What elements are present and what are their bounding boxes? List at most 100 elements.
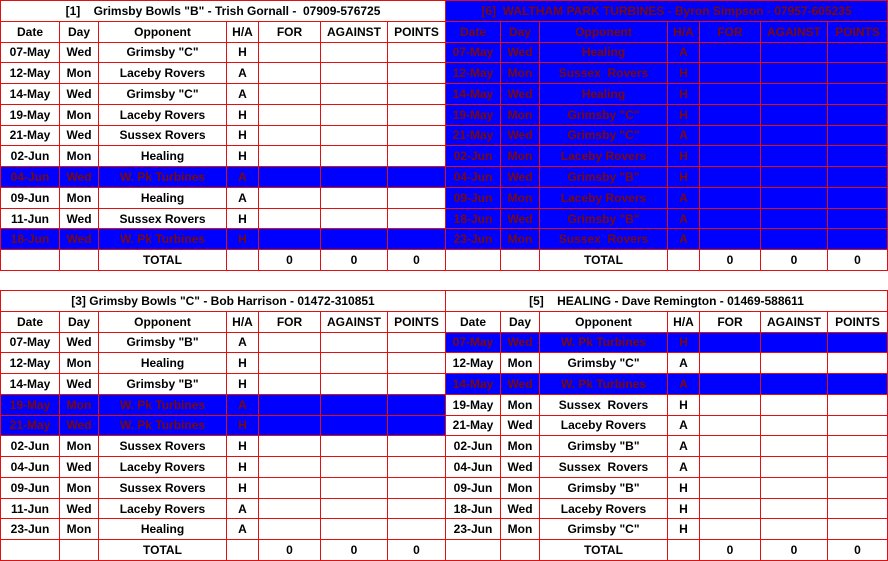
fixture-cell: Grimsby "C" (539, 518, 668, 541)
total-cell: 0 (320, 249, 388, 271)
score-cell (320, 228, 388, 251)
score-cell (827, 518, 888, 541)
score-cell (760, 62, 828, 85)
column-header: AGAINST (320, 20, 388, 43)
score-cell (827, 124, 888, 147)
fixture-cell: H (667, 393, 700, 416)
column-header: FOR (258, 20, 321, 43)
score-cell (827, 414, 888, 437)
column-header: Opponent (539, 20, 668, 43)
fixture-cell: W. Pk Turbines (539, 373, 668, 395)
score-cell (699, 207, 761, 230)
score-cell (760, 414, 828, 437)
score-cell (387, 435, 446, 458)
fixture-cell: H (667, 166, 700, 188)
score-cell (258, 331, 321, 354)
total-cell: TOTAL (98, 539, 227, 561)
fixture-cell: 21-May (0, 124, 60, 147)
fixture-cell: Sussex Rovers (539, 456, 668, 478)
fixture-cell: A (667, 228, 700, 251)
score-cell (827, 497, 888, 520)
column-header: Day (500, 20, 540, 43)
score-cell (699, 83, 761, 105)
empty-cell (59, 539, 99, 561)
fixture-cell: H (667, 518, 700, 541)
fixture-cell: 18-Jun (445, 497, 501, 520)
fixture-cell: A (667, 373, 700, 395)
score-cell (258, 435, 321, 458)
fixture-cell: Grimsby "B" (539, 166, 668, 188)
fixture-cell: Mon (59, 145, 99, 168)
score-cell (760, 186, 828, 209)
total-cell: 0 (760, 539, 828, 561)
score-cell (760, 476, 828, 499)
score-cell (760, 124, 828, 147)
fixture-cell: W. Pk Turbines (98, 228, 227, 251)
total-cell: 0 (760, 249, 828, 271)
score-cell (699, 331, 761, 354)
fixture-cell: 07-May (0, 41, 60, 64)
table-title: [6] WALTHAM PARK TURBINES - Byron Simpso… (445, 0, 888, 22)
fixture-cell: 11-Jun (0, 207, 60, 230)
empty-cell (500, 539, 540, 561)
fixture-cell: 18-Jun (445, 207, 501, 230)
score-cell (760, 518, 828, 541)
fixture-cell: Mon (500, 186, 540, 209)
score-cell (258, 145, 321, 168)
fixture-cell: 21-May (0, 414, 60, 437)
fixture-cell: H (226, 373, 259, 395)
fixture-cell: Wed (59, 456, 99, 478)
fixture-cell: 23-Jun (0, 518, 60, 541)
score-cell (258, 228, 321, 251)
score-cell (827, 228, 888, 251)
fixture-cell: Grimsby "C" (539, 103, 668, 126)
fixture-cell: A (226, 497, 259, 520)
fixture-cell: Grimsby "C" (98, 83, 227, 105)
fixture-cell: Mon (500, 103, 540, 126)
fixture-cell: Wed (59, 124, 99, 147)
column-header: Date (445, 20, 501, 43)
fixture-cell: 14-May (445, 83, 501, 105)
total-cell: 0 (258, 539, 321, 561)
fixture-cell: 11-Jun (0, 497, 60, 520)
fixture-cell: 12-May (0, 62, 60, 85)
table-title: [1] Grimsby Bowls "B" - Trish Gornall - … (0, 0, 446, 22)
fixture-cell: H (226, 352, 259, 375)
score-cell (258, 393, 321, 416)
fixture-cell: 07-May (0, 331, 60, 354)
score-cell (827, 352, 888, 375)
empty-cell (445, 249, 501, 271)
fixture-cell: A (226, 393, 259, 416)
fixture-cell: Grimsby "C" (539, 352, 668, 375)
fixture-cell: Mon (500, 228, 540, 251)
column-header: Date (0, 20, 60, 43)
fixture-cell: 09-Jun (445, 476, 501, 499)
score-cell (827, 393, 888, 416)
column-header: Opponent (539, 310, 668, 333)
score-cell (320, 124, 388, 147)
score-cell (699, 62, 761, 85)
score-cell (760, 497, 828, 520)
score-cell (827, 331, 888, 354)
score-cell (827, 373, 888, 395)
score-cell (387, 373, 446, 395)
table-title: [5] HEALING - Dave Remington - 01469-588… (445, 290, 888, 312)
score-cell (258, 518, 321, 541)
score-cell (387, 331, 446, 354)
fixture-cell: Wed (59, 41, 99, 64)
fixture-cell: A (667, 207, 700, 230)
fixture-cell: 21-May (445, 414, 501, 437)
fixture-cell: H (667, 62, 700, 85)
fixture-cell: 19-May (445, 103, 501, 126)
score-cell (699, 456, 761, 478)
score-cell (320, 207, 388, 230)
column-header: H/A (226, 20, 259, 43)
score-cell (827, 83, 888, 105)
score-cell (320, 331, 388, 354)
score-cell (320, 41, 388, 64)
fixture-cell: Laceby Rovers (539, 186, 668, 209)
empty-cell (0, 249, 60, 271)
fixture-cell: Wed (500, 456, 540, 478)
score-cell (387, 497, 446, 520)
score-cell (699, 373, 761, 395)
